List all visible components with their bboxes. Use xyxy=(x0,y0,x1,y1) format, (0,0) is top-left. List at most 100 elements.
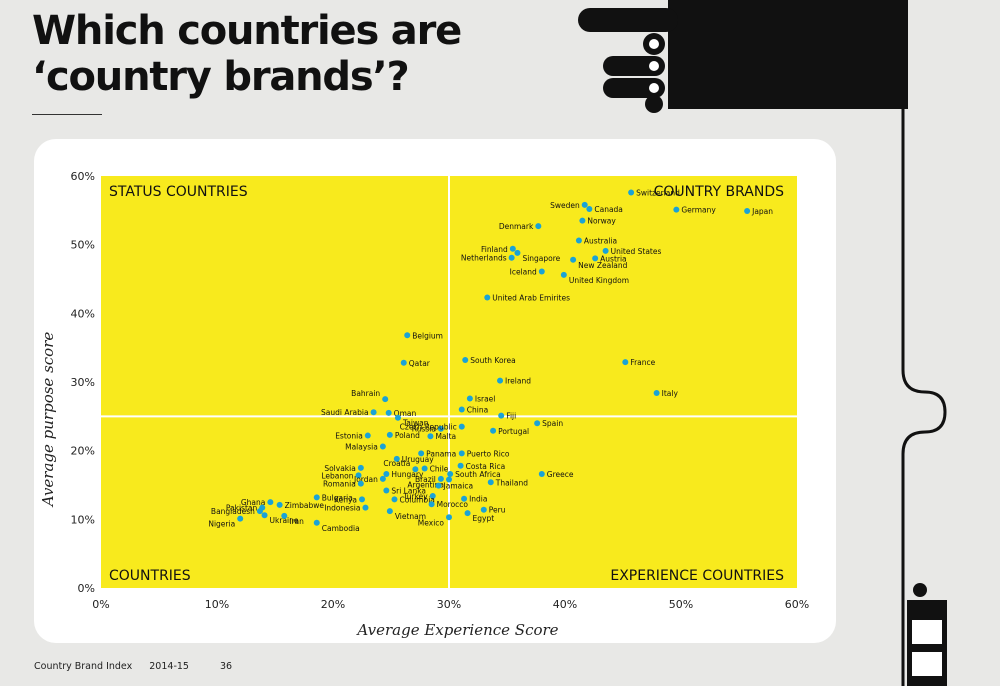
data-point xyxy=(581,201,588,208)
point-label: Malta xyxy=(435,432,456,441)
point-label: Norway xyxy=(587,217,616,226)
data-point xyxy=(313,519,320,526)
point-label: Brazil xyxy=(415,475,436,484)
point-label: United States xyxy=(611,247,662,256)
point-label: Qatar xyxy=(409,359,431,368)
data-point xyxy=(464,510,471,517)
y-tick-label: 10% xyxy=(71,513,95,526)
point-label: Sri Lanka xyxy=(391,486,426,495)
data-point xyxy=(447,471,454,478)
data-point xyxy=(379,443,386,450)
point-label: Iran xyxy=(289,517,304,526)
point-label: Germany xyxy=(681,206,716,215)
quadrant-label-bottom-left: COUNTRIES xyxy=(109,568,191,584)
data-point xyxy=(653,389,660,396)
figure-icon xyxy=(907,583,947,686)
y-tick-label: 40% xyxy=(71,307,95,320)
point-label: Finland xyxy=(481,245,508,254)
data-point xyxy=(446,514,452,521)
point-label: Turkey xyxy=(402,492,428,501)
x-tick-label: 0% xyxy=(92,598,109,611)
data-point xyxy=(538,268,545,275)
data-point xyxy=(404,332,411,339)
data-point xyxy=(534,420,541,427)
data-point xyxy=(458,423,465,430)
point-label: Romania xyxy=(323,480,356,489)
data-point xyxy=(276,501,283,508)
point-label: India xyxy=(469,495,487,504)
x-tick-label: 20% xyxy=(321,598,345,611)
data-point xyxy=(622,359,629,366)
page-footer: Country Brand Index 2014-15 36 xyxy=(34,661,246,672)
point-label: Nigeria xyxy=(208,520,235,529)
chart-card: STATUS COUNTRIES COUNTRY BRANDS COUNTRIE… xyxy=(34,139,836,643)
data-point xyxy=(592,255,599,262)
point-label: Bulgaria xyxy=(322,493,353,502)
data-point xyxy=(357,480,364,487)
data-point xyxy=(421,465,428,472)
point-label: Bangladesh xyxy=(211,507,255,516)
point-label: Italy xyxy=(662,389,679,398)
data-point xyxy=(428,501,435,508)
knuckles-icon xyxy=(603,33,665,113)
point-label: Egypt xyxy=(473,514,495,523)
point-label: Denmark xyxy=(499,222,534,231)
point-label: Japan xyxy=(751,207,773,216)
title-line-2: ‘country brands’? xyxy=(32,54,410,100)
data-point xyxy=(370,409,377,416)
data-point xyxy=(570,256,577,263)
scatter-plot: STATUS COUNTRIES COUNTRY BRANDS COUNTRIE… xyxy=(39,170,809,639)
data-point xyxy=(437,475,444,482)
title-underline xyxy=(32,114,102,115)
data-point xyxy=(497,377,504,384)
point-label: Ghana xyxy=(241,498,266,507)
point-label: Chile xyxy=(430,465,449,474)
data-point xyxy=(480,506,487,513)
data-point xyxy=(628,189,635,196)
data-point xyxy=(429,492,436,499)
data-point xyxy=(457,462,464,469)
point-label: Fiji xyxy=(506,412,516,421)
data-point xyxy=(355,472,362,479)
point-label: Israel xyxy=(475,394,496,403)
x-axis-title: Average Experience Score xyxy=(355,621,558,639)
data-point xyxy=(385,409,392,416)
quadrant-label-bottom-right: EXPERIENCE COUNTRIES xyxy=(610,568,784,584)
point-label: Estonia xyxy=(335,432,363,441)
point-label: Greece xyxy=(547,470,574,479)
data-point xyxy=(237,515,244,522)
data-points: Switzerland Sweden Canada Germany Japan Norwa… xyxy=(208,188,773,532)
point-label: Portugal xyxy=(498,427,529,436)
cord-line xyxy=(901,0,947,686)
point-label: Saudi Arabia xyxy=(321,408,369,417)
point-label: Australia xyxy=(584,237,617,246)
point-label: Czech Republic xyxy=(400,423,457,432)
data-point xyxy=(575,237,582,244)
data-point xyxy=(462,357,469,364)
data-point xyxy=(498,412,505,419)
data-point xyxy=(490,427,497,434)
point-label: Sweden xyxy=(550,201,580,210)
data-point xyxy=(586,205,593,212)
data-point xyxy=(386,431,393,438)
y-tick-label: 0% xyxy=(78,582,95,595)
y-axis-title: Average purpose score xyxy=(39,332,57,509)
point-label: Poland xyxy=(395,431,420,440)
point-label: Morocco xyxy=(437,500,469,509)
x-tick-label: 60% xyxy=(785,598,809,611)
point-label: Singapore xyxy=(522,254,560,263)
data-point xyxy=(458,450,465,457)
data-point xyxy=(364,432,371,439)
point-label: Hungary xyxy=(391,470,424,479)
point-label: New Zealand xyxy=(578,261,628,270)
x-axis-ticks: 0% 10% 20% 30% 40% 50% 60% xyxy=(92,598,809,611)
point-label: South Africa xyxy=(455,470,501,479)
point-label: Malaysia xyxy=(345,443,378,452)
point-label: Indonesia xyxy=(324,504,360,513)
data-point xyxy=(382,396,389,403)
finger-pointer-icon xyxy=(578,8,678,32)
data-point xyxy=(267,499,274,506)
point-label: Iceland xyxy=(510,267,537,276)
y-tick-label: 60% xyxy=(71,170,95,183)
